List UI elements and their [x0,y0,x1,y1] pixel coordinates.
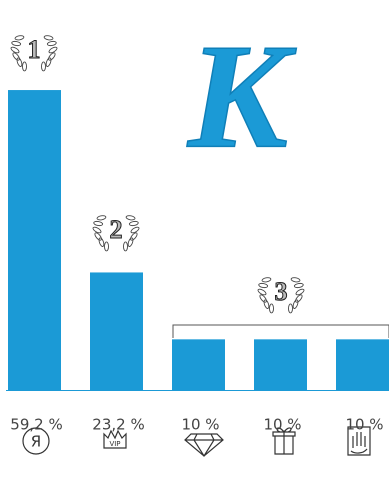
laurel-leaf [257,288,267,296]
rank-badge: 1 [10,34,58,72]
laurel-leaf [295,288,305,296]
laurel-leaf [104,241,109,252]
laurel-leaf [93,220,104,227]
icon-hand [347,426,371,456]
laurel-leaf [130,226,140,234]
value-label: 10 % [345,416,383,434]
icon-gift [272,427,296,455]
laurel-leaf [258,282,269,289]
laurel-leaf [261,277,272,283]
value-label: 10 % [181,416,219,434]
value-label: 23,2 % [92,416,144,434]
laurel-leaf [92,226,102,234]
bar [254,339,307,390]
laurel-leaf [12,52,20,61]
laurel-leaf [130,232,138,241]
laurel-leaf [263,299,270,309]
icon-label: VIP [109,440,120,448]
icon-label: Я [31,433,41,451]
laurel-leaf [48,52,56,61]
laurel-leaf [269,303,274,314]
laurel-leaf [43,35,54,41]
rank-badge: 3 [257,276,305,314]
bar [90,272,143,390]
bar [172,339,225,390]
rank-number: 2 [110,215,123,244]
group-bracket [172,324,389,338]
rank-badge: 2 [92,214,140,252]
laurel-leaf [41,61,46,72]
laurel-leaf [96,215,107,221]
laurel-leaf [45,57,52,67]
laurel-leaf [48,46,58,54]
value-label: 10 % [263,416,301,434]
icons [22,426,371,458]
laurel-leaf [22,61,27,72]
laurel-leaf [127,237,134,247]
icon-ya [22,427,50,455]
icon-diamond [184,433,224,458]
laurel-leaf [293,282,304,289]
laurel-leaf [125,215,136,221]
laurel-leaf [14,35,25,41]
laurel-leaf [128,220,139,227]
laurel-leaf [290,277,301,283]
rank-number: 1 [28,35,41,64]
bar [336,339,389,390]
laurel-leaf [259,294,267,303]
laurel-leaf [295,294,303,303]
laurel-leaf [98,237,105,247]
rank-number: 3 [275,277,288,306]
laurel-leaf [288,303,293,314]
laurel-leaf [94,232,102,241]
icon-crown [103,429,127,449]
laurel-leaf [292,299,299,309]
value-label: 59,2 % [10,416,62,434]
logo: K [186,13,297,179]
laurel-leaf [123,241,128,252]
laurel-leaf [10,46,20,54]
laurel-leaf [11,40,22,47]
laurel-leaf [46,40,57,47]
bar [8,90,61,390]
laurel-leaf [16,57,23,67]
